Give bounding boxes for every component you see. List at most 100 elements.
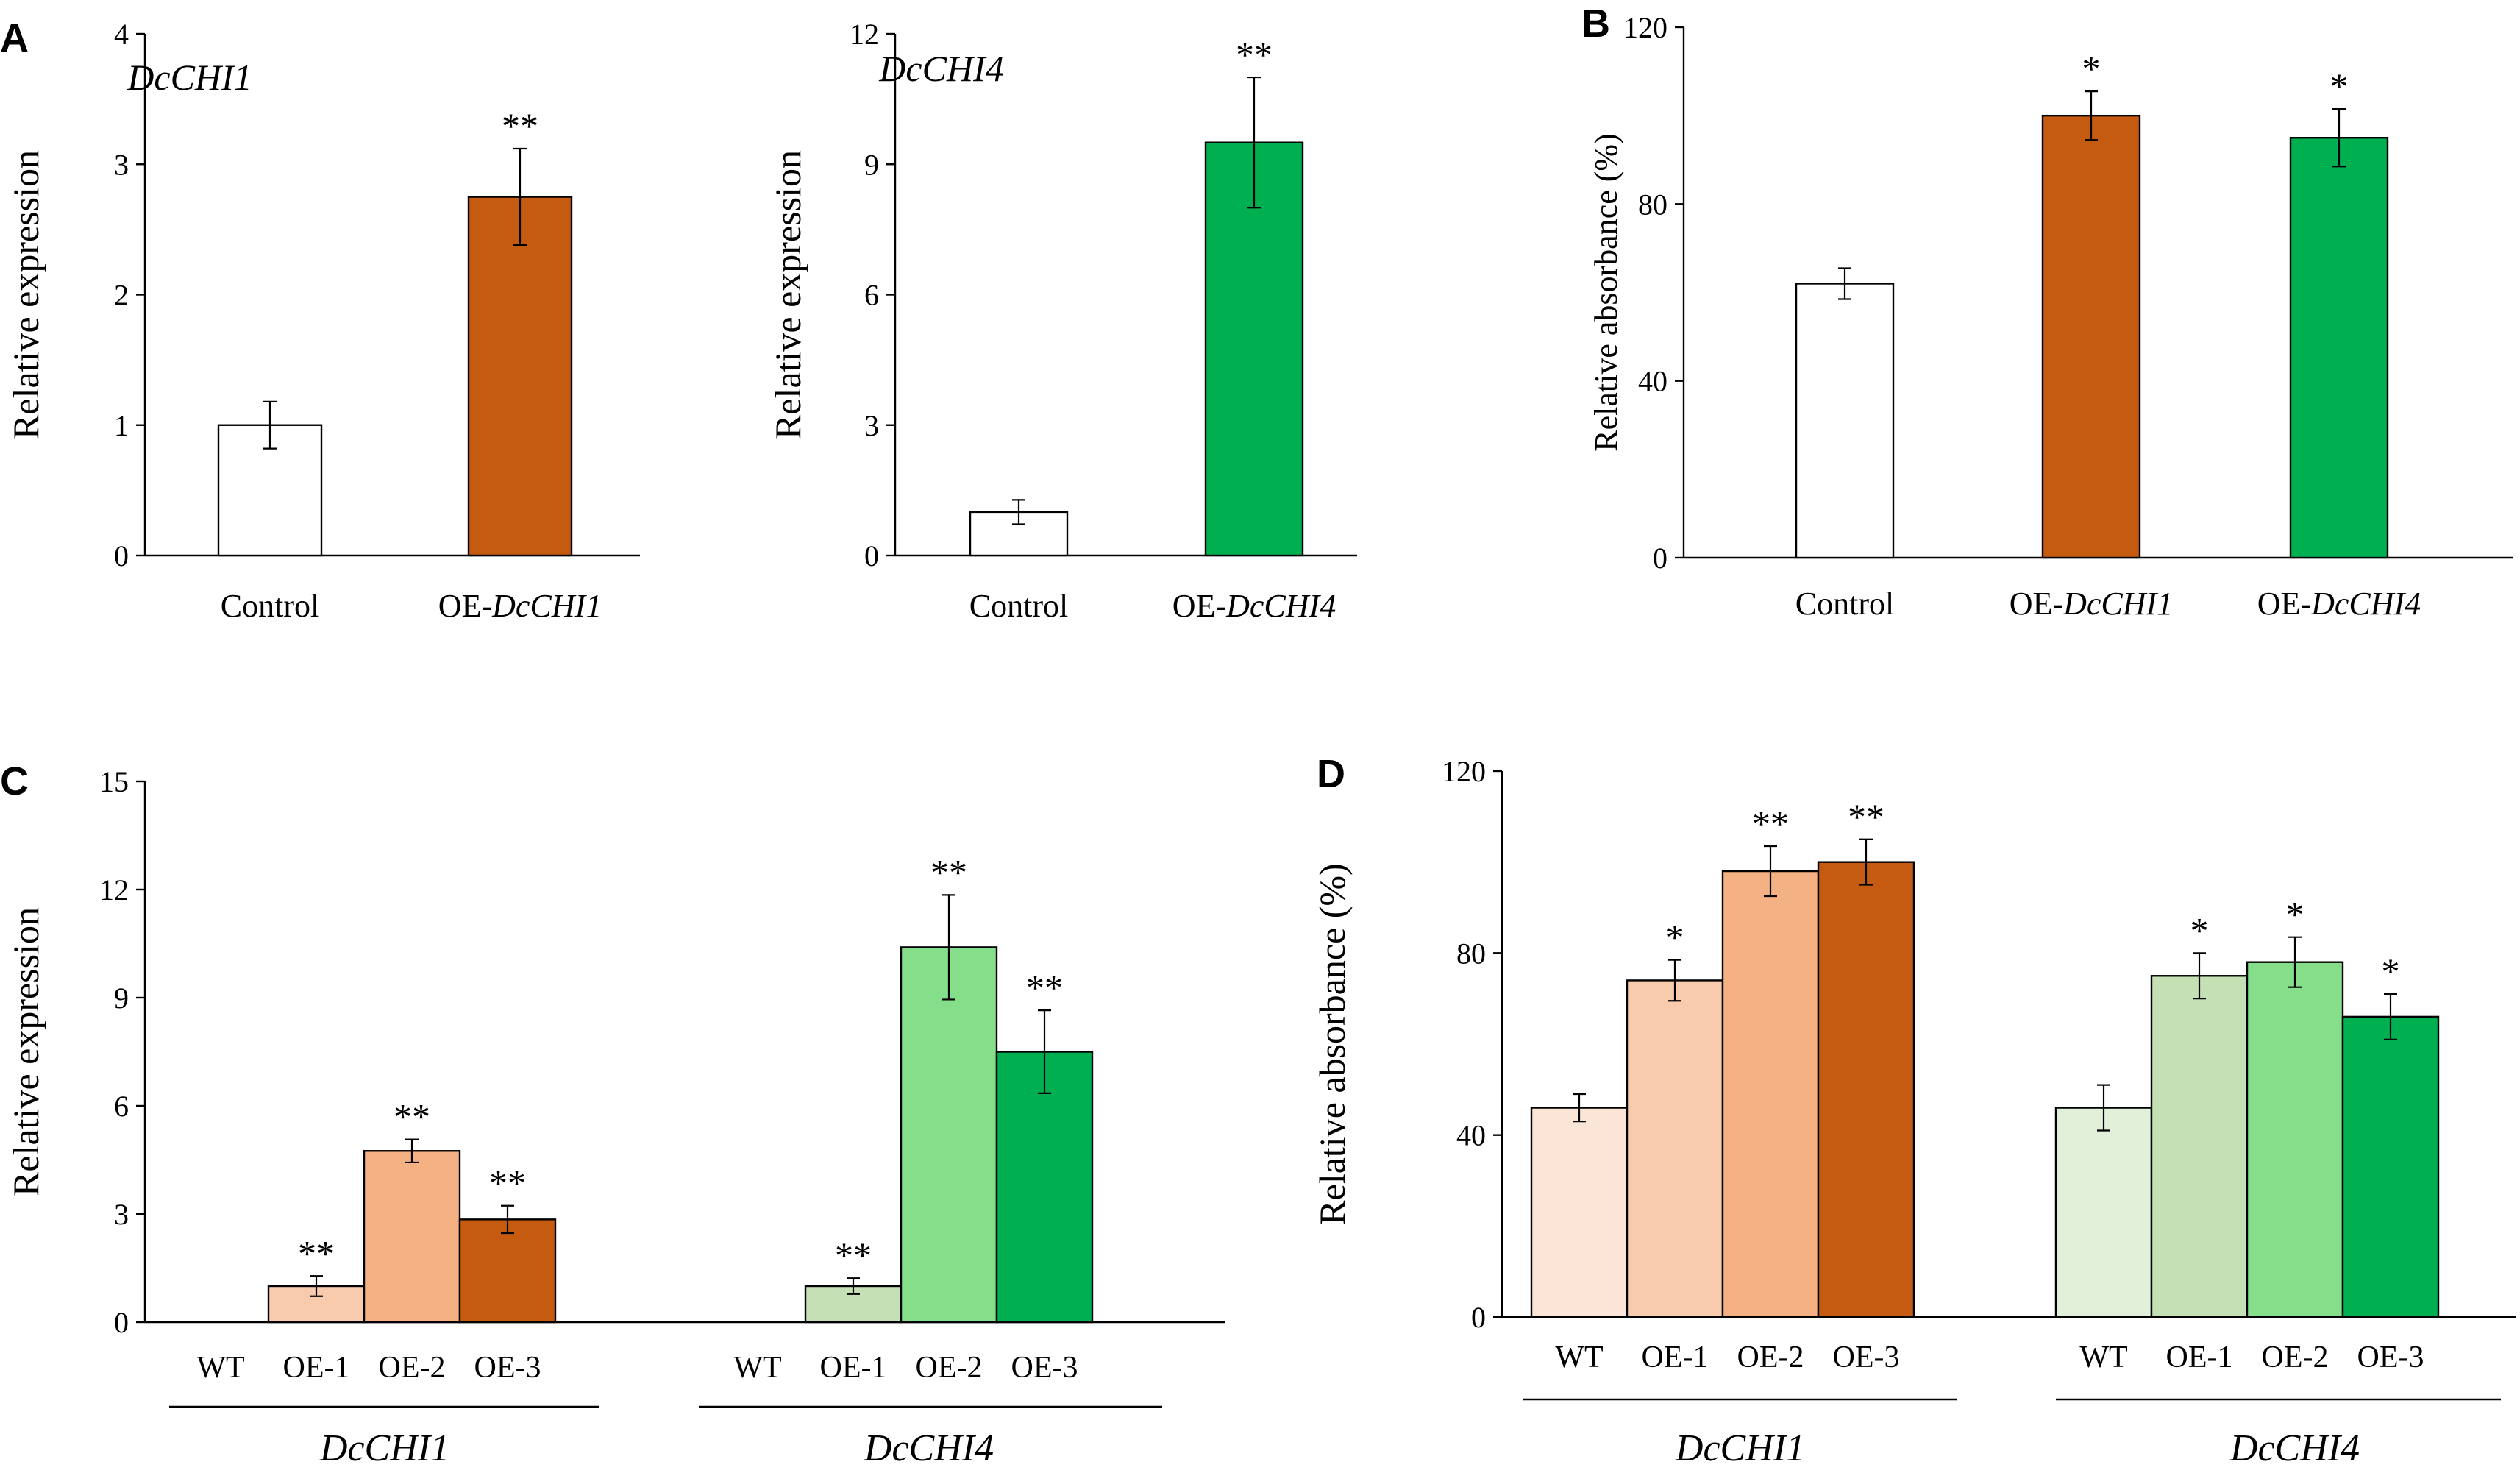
chart-a2-y-tick-label: 9 xyxy=(864,148,879,181)
chart-b-significance-mark: * xyxy=(2082,48,2101,89)
panel-label-c: C xyxy=(0,759,29,803)
chart-a2-significance-mark: ** xyxy=(1236,34,1273,75)
chart-a1-y-tick-label: 0 xyxy=(114,539,129,572)
chart-a1-category-label: OE-DcCHI1 xyxy=(438,588,602,624)
chart-d-bar xyxy=(1530,1107,1629,1318)
chart-d-y-tick-label: 80 xyxy=(1456,937,1486,970)
chart-d-category-label: OE-1 xyxy=(2166,1341,2233,1374)
chart-d-significance-mark: * xyxy=(2382,951,2400,992)
chart-b-y-tick-label: 120 xyxy=(1623,11,1667,44)
chart-a2-y-tick-label: 0 xyxy=(864,539,879,572)
chart-b-y-tick-label: 80 xyxy=(1638,188,1667,221)
chart-d-bar xyxy=(2246,961,2344,1318)
chart-d-category-label: WT xyxy=(1555,1341,1603,1374)
chart-a2-gene-title: DcCHI4 xyxy=(878,48,1003,89)
chart-c-group-label: DcCHI1 xyxy=(319,1427,449,1469)
chart-c-y-tick-label: 12 xyxy=(99,873,129,906)
chart-d-category-label: OE-2 xyxy=(2262,1341,2329,1374)
chart-c-bar xyxy=(363,1150,461,1324)
chart-d-y-tick-label: 40 xyxy=(1456,1119,1486,1152)
chart-d-category-label: OE-3 xyxy=(2357,1341,2424,1374)
chart-a1-y-tick-label: 1 xyxy=(114,409,129,442)
chart-c-significance-mark: ** xyxy=(835,1235,872,1276)
chart-c-category-label: WT xyxy=(733,1351,781,1385)
chart-a2-y-axis-label: Relative expression xyxy=(767,150,808,439)
chart-b-category-label: OE-DcCHI1 xyxy=(2010,586,2173,622)
chart-b-bar xyxy=(2041,114,2141,559)
chart-c-y-tick-label: 3 xyxy=(114,1198,129,1231)
chart-a2-category-label: Control xyxy=(969,588,1068,624)
chart-d-category-label: OE-2 xyxy=(1737,1341,1804,1374)
chart-d-significance-mark: * xyxy=(2190,909,2209,951)
chart-b-significance-mark: * xyxy=(2330,65,2349,107)
chart-c-category-label: OE-3 xyxy=(474,1351,541,1385)
chart-d-category-label: OE-1 xyxy=(1642,1341,1709,1374)
chart-a1-y-tick-label: 4 xyxy=(114,18,129,51)
chart-b-relative-absorbance: 0 40 80 120 Relative absorbance (%) Control * O… xyxy=(1581,1,2513,622)
chart-d-bar xyxy=(2054,1107,2153,1318)
chart-a2-y-tick-label: 12 xyxy=(850,18,879,51)
chart-a1-gene-title: DcCHI1 xyxy=(127,57,252,98)
chart-d-group-label: DcCHI4 xyxy=(2229,1427,2360,1469)
chart-a1-bar xyxy=(467,196,573,557)
chart-a2-category-label: OE-DcCHI4 xyxy=(1172,588,1336,624)
chart-c-group-label: DcCHI4 xyxy=(864,1427,994,1469)
chart-d-significance-mark: ** xyxy=(1752,803,1789,844)
chart-b-category-label: OE-DcCHI4 xyxy=(2257,586,2421,622)
chart-d-bar xyxy=(1626,979,1724,1318)
chart-c-category-label: OE-1 xyxy=(820,1351,887,1385)
chart-a1-y-tick-label: 3 xyxy=(114,148,129,181)
chart-b-bar xyxy=(2289,137,2389,559)
chart-a1-significance-mark: ** xyxy=(502,105,538,146)
chart-d-significance-mark: ** xyxy=(1848,796,1884,837)
chart-a1-y-axis-label: Relative expression xyxy=(5,150,46,439)
chart-b-y-tick-label: 0 xyxy=(1653,542,1667,575)
chart-c-category-label: OE-1 xyxy=(283,1351,350,1385)
chart-c-significance-mark: ** xyxy=(394,1096,430,1137)
chart-a2-y-tick-label: 3 xyxy=(864,409,879,442)
chart-d-y-tick-label: 120 xyxy=(1442,755,1486,788)
chart-c-significance-mark: ** xyxy=(298,1232,335,1274)
chart-d-y-axis-label: Relative absorbance (%) xyxy=(1311,863,1353,1224)
chart-c-y-tick-label: 6 xyxy=(114,1090,129,1123)
chart-d-category-label: WT xyxy=(2079,1341,2127,1374)
chart-c-category-label: OE-2 xyxy=(379,1351,446,1385)
chart-c-category-label: WT xyxy=(196,1351,244,1385)
chart-b-category-label: Control xyxy=(1795,586,1894,622)
chart-c-y-tick-label: 0 xyxy=(114,1306,129,1339)
panel-label-b: B xyxy=(1581,1,1610,46)
chart-c-bar xyxy=(900,946,998,1324)
chart-d-significance-mark: * xyxy=(1666,917,1684,958)
chart-a1-y-tick-label: 2 xyxy=(114,279,129,312)
chart-d-bar xyxy=(1721,870,1820,1318)
chart-d-group-label: DcCHI1 xyxy=(1675,1427,1805,1469)
chart-c-category-label: OE-2 xyxy=(916,1351,983,1385)
chart-a1-category-label: Control xyxy=(221,588,319,624)
chart-a2-y-tick-label: 6 xyxy=(864,279,879,312)
chart-c-y-axis-label: Relative expression xyxy=(5,907,46,1196)
chart-b-bar xyxy=(1795,283,1895,559)
chart-d-bar xyxy=(2341,1015,2440,1318)
panel-label-d: D xyxy=(1317,752,1345,796)
chart-c-y-tick-label: 9 xyxy=(114,982,129,1015)
chart-d-bar xyxy=(1817,861,1915,1318)
chart-a-dcchi1-expression: 0 1 2 3 4 Relative expression Control ** OE-DcCH… xyxy=(0,16,640,624)
chart-c-category-label: OE-3 xyxy=(1011,1351,1078,1385)
chart-b-y-axis-label: Relative absorbance (%) xyxy=(1588,133,1624,451)
panel-label-a: A xyxy=(0,16,29,60)
chart-c-bar xyxy=(995,1051,1094,1324)
chart-a-dcchi4-expression: 0 3 6 9 12 Relative expression Control ** OE-DcC… xyxy=(767,18,1357,624)
chart-a2-bar xyxy=(1204,141,1304,557)
chart-c-significance-mark: ** xyxy=(1026,967,1063,1008)
chart-c-bar xyxy=(458,1218,557,1324)
chart-c-significance-mark: ** xyxy=(930,851,967,892)
chart-b-y-tick-label: 40 xyxy=(1638,365,1667,398)
chart-c-y-tick-label: 15 xyxy=(99,765,129,798)
chart-d-category-label: OE-3 xyxy=(1833,1341,1900,1374)
chart-c-line-expression: 0 3 6 9 12 15 Relative expression WT ** OE-1 ** OE-… xyxy=(0,759,1225,1469)
chart-d-y-tick-label: 0 xyxy=(1471,1301,1486,1334)
chart-c-significance-mark: ** xyxy=(489,1163,526,1204)
chart-d-significance-mark: * xyxy=(2286,894,2304,935)
